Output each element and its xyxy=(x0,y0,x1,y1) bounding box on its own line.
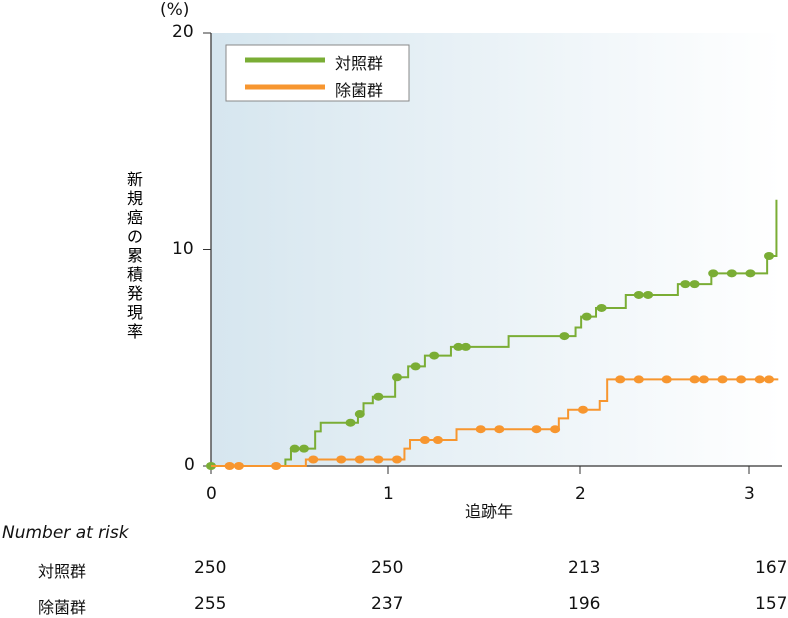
censor-mark xyxy=(460,342,471,351)
censor-mark xyxy=(717,375,728,384)
risk-count: 237 xyxy=(371,594,404,614)
censor-mark xyxy=(643,290,654,299)
censor-mark xyxy=(354,410,365,419)
risk-table-title: Number at risk xyxy=(2,523,129,543)
x-tick-label: 0 xyxy=(206,484,217,504)
censor-mark xyxy=(432,436,443,445)
y-unit: (%) xyxy=(160,0,190,20)
series-line-0 xyxy=(211,199,778,467)
risk-row-label: 除菌群 xyxy=(38,598,87,617)
censor-mark xyxy=(531,425,542,434)
censor-mark xyxy=(289,444,300,453)
x-tick-label: 1 xyxy=(383,484,394,504)
series-line-1 xyxy=(211,378,779,467)
y-axis-label: 新規癌の累積発現率 xyxy=(126,170,143,341)
y-tick-label: 0 xyxy=(184,455,195,475)
censor-mark xyxy=(736,375,747,384)
censor-mark xyxy=(633,290,644,299)
censor-mark xyxy=(308,455,319,464)
risk-count: 167 xyxy=(755,558,788,578)
censor-mark xyxy=(494,425,505,434)
censor-mark xyxy=(224,462,235,470)
censor-mark xyxy=(661,375,672,384)
censor-mark xyxy=(615,375,626,384)
censor-mark xyxy=(633,375,644,384)
risk-count: 196 xyxy=(568,594,601,614)
legend-label-eradication: 除菌群 xyxy=(335,81,384,100)
censor-mark xyxy=(429,351,440,360)
censor-mark xyxy=(726,269,737,278)
censor-mark xyxy=(392,373,402,382)
censor-mark xyxy=(345,418,356,427)
censor-mark xyxy=(578,405,588,414)
censor-mark xyxy=(680,280,691,289)
plot-background xyxy=(211,33,782,466)
x-tick-label: 2 xyxy=(575,484,586,504)
legend-label-control: 対照群 xyxy=(335,54,384,73)
y-tick-label: 10 xyxy=(172,238,194,259)
censor-mark xyxy=(475,425,486,434)
risk-count: 250 xyxy=(194,558,227,578)
censor-mark xyxy=(373,455,384,464)
censor-mark xyxy=(550,425,561,434)
censor-mark xyxy=(596,303,607,312)
censor-mark xyxy=(764,375,774,384)
censor-mark xyxy=(698,375,709,384)
risk-count: 157 xyxy=(755,594,788,614)
censor-mark xyxy=(354,455,365,464)
censor-mark xyxy=(410,362,421,371)
censor-mark xyxy=(745,269,756,278)
x-axis-label: 追跡年 xyxy=(465,502,514,521)
censor-mark xyxy=(764,251,774,260)
x-tick-label: 3 xyxy=(744,484,755,504)
censor-mark xyxy=(373,392,384,401)
risk-count: 255 xyxy=(194,594,227,614)
censor-mark xyxy=(271,462,282,470)
censor-mark xyxy=(708,269,719,278)
risk-row-label: 対照群 xyxy=(38,562,87,581)
censor-mark xyxy=(559,332,570,341)
censor-mark xyxy=(689,280,700,289)
censor-mark xyxy=(299,444,309,453)
censor-mark xyxy=(453,342,464,351)
legend-box xyxy=(225,44,410,102)
censor-mark xyxy=(233,462,244,470)
censor-mark xyxy=(336,455,347,464)
censor-mark xyxy=(581,312,592,321)
risk-count: 250 xyxy=(371,558,404,578)
censor-mark xyxy=(754,375,765,384)
censor-mark xyxy=(419,436,430,445)
censor-mark xyxy=(689,375,700,384)
risk-count: 213 xyxy=(568,558,601,578)
y-tick-label: 20 xyxy=(172,22,194,42)
censor-mark xyxy=(392,455,402,464)
